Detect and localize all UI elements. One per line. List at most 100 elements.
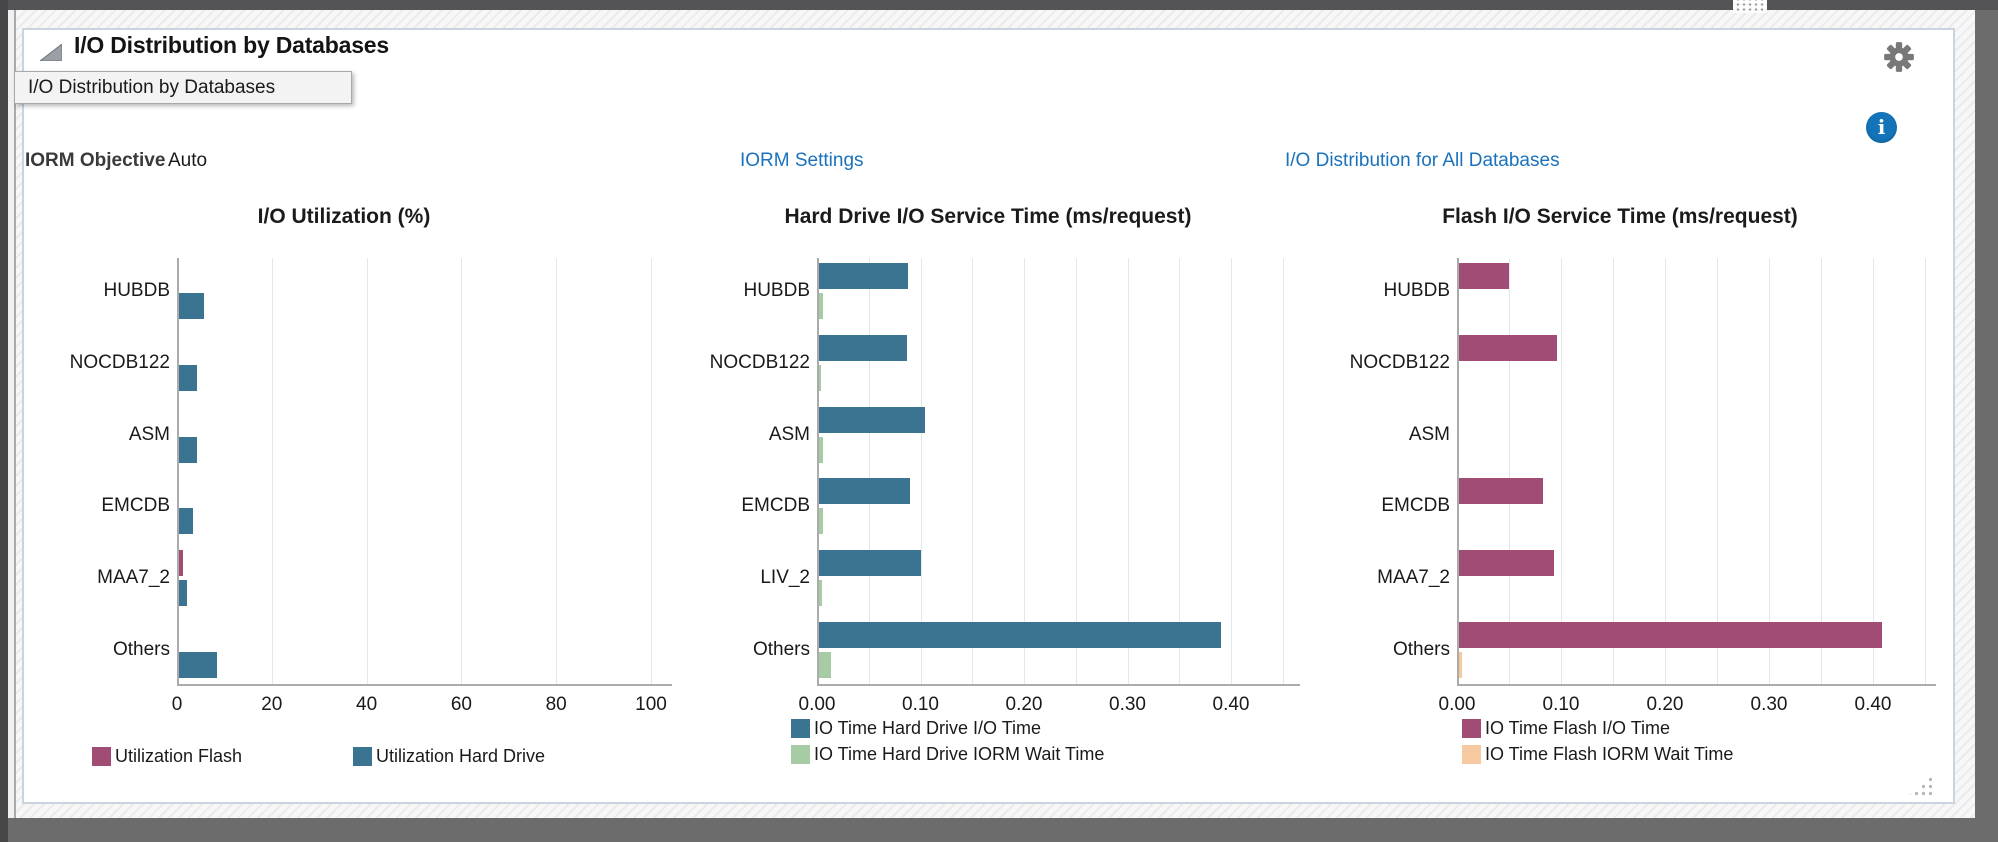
bar-hubdb-series1[interactable] xyxy=(819,263,908,289)
gridline xyxy=(366,258,368,685)
bar-maa7_2-series1[interactable] xyxy=(179,550,184,577)
bar-emcdb-series2[interactable] xyxy=(819,508,824,535)
x-tick-label: 0.10 xyxy=(1542,694,1580,715)
gridline xyxy=(1925,258,1926,685)
x-tick-label: 0.30 xyxy=(1750,694,1788,715)
legend-swatch xyxy=(353,747,372,766)
category-label: LIV_2 xyxy=(760,567,810,589)
iorm-objective-label: IORM Objective xyxy=(25,150,166,171)
category-label: MAA7_2 xyxy=(97,567,170,589)
gridline xyxy=(1561,258,1562,685)
category-label: MAA7_2 xyxy=(1377,567,1450,589)
gridline xyxy=(1873,258,1874,685)
legend-swatch xyxy=(791,745,810,764)
legend-swatch xyxy=(1462,719,1481,738)
legend-swatch xyxy=(92,747,111,766)
legend-label: Utilization Hard Drive xyxy=(376,746,546,766)
x-tick-label: 40 xyxy=(356,694,378,715)
category-label: NOCDB122 xyxy=(709,351,810,373)
x-tick-label: 0.30 xyxy=(1109,694,1146,715)
category-label: EMCDB xyxy=(741,495,810,517)
io-distribution-panel xyxy=(22,28,1955,804)
iorm-objective-value: Auto xyxy=(168,150,208,171)
category-label: Others xyxy=(112,639,170,660)
x-tick-label: 0.20 xyxy=(1646,694,1684,715)
bar-nocdb122-series2[interactable] xyxy=(179,364,197,391)
gridline xyxy=(271,258,273,685)
gear-icon[interactable] xyxy=(1882,40,1916,74)
gridline xyxy=(920,258,922,685)
bar-liv_2-series1[interactable] xyxy=(819,550,922,577)
bar-hubdb-series2[interactable] xyxy=(179,293,204,319)
y-axis-line xyxy=(817,258,819,685)
gridline xyxy=(1127,258,1129,685)
category-label: ASM xyxy=(128,423,170,445)
io-distribution-all-databases-link[interactable]: I/O Distribution for All Databases xyxy=(1285,150,1560,171)
bar-emcdb-series2[interactable] xyxy=(179,508,194,535)
scrollbar-grip-icon[interactable] xyxy=(1733,0,1767,13)
bar-maa7_2-series2[interactable] xyxy=(179,580,187,607)
x-tick-label: 0.40 xyxy=(1854,694,1892,715)
gridline xyxy=(1231,258,1232,685)
window-top-frame xyxy=(0,0,1998,10)
left-scrollbar-gutter[interactable] xyxy=(8,10,16,818)
bar-asm-series2[interactable] xyxy=(819,436,824,463)
gridline xyxy=(651,258,652,685)
category-label: HUBDB xyxy=(1383,280,1450,301)
bar-emcdb-series1[interactable] xyxy=(1459,478,1544,505)
x-tick-label: 0.00 xyxy=(798,694,836,715)
x-tick-label: 0 xyxy=(171,694,183,715)
iorm-settings-link[interactable]: IORM Settings xyxy=(740,150,864,171)
bar-emcdb-series1[interactable] xyxy=(819,478,911,505)
y-axis-line xyxy=(177,258,179,685)
chart-title-io-utilization: I/O Utilization (%) xyxy=(257,205,431,228)
category-label: EMCDB xyxy=(101,495,170,517)
gridline xyxy=(1024,258,1025,685)
category-label: HUBDB xyxy=(103,280,170,301)
collapse-triangle-icon[interactable] xyxy=(40,44,62,61)
category-label: EMCDB xyxy=(1381,495,1450,517)
category-label: HUBDB xyxy=(743,280,810,301)
bar-hubdb-series2[interactable] xyxy=(819,293,824,319)
gridline xyxy=(1821,258,1822,685)
gridline xyxy=(1613,258,1614,685)
legend-label: IO Time Flash IORM Wait Time xyxy=(1485,744,1734,764)
bar-hubdb-series1[interactable] xyxy=(1459,263,1509,289)
gridline xyxy=(1769,258,1770,685)
x-tick-label: 0.40 xyxy=(1212,694,1250,715)
gridline xyxy=(1665,258,1666,685)
bar-others-series1[interactable] xyxy=(1459,622,1883,648)
legend-label: IO Time Flash I/O Time xyxy=(1485,718,1671,738)
chart-title-flash-service-time: Flash I/O Service Time (ms/request) xyxy=(1442,205,1798,228)
bar-nocdb122-series1[interactable] xyxy=(1459,334,1557,361)
x-axis-line xyxy=(817,684,1300,686)
bar-nocdb122-series2[interactable] xyxy=(819,364,821,391)
window-left-frame xyxy=(0,0,8,842)
bar-others-series2[interactable] xyxy=(179,652,217,678)
category-label: ASM xyxy=(1408,423,1450,445)
bar-asm-series2[interactable] xyxy=(179,436,197,463)
bar-others-series1[interactable] xyxy=(819,622,1221,648)
category-label: NOCDB122 xyxy=(1349,351,1450,373)
x-tick-label: 0.10 xyxy=(902,694,939,715)
info-icon[interactable]: i xyxy=(1866,112,1897,143)
gridline xyxy=(1717,258,1718,685)
bar-asm-series1[interactable] xyxy=(819,406,925,433)
x-tick-label: 100 xyxy=(635,694,667,715)
x-tick-label: 80 xyxy=(545,694,567,715)
bar-liv_2-series2[interactable] xyxy=(819,580,823,607)
y-axis-line xyxy=(1457,258,1459,685)
gridline xyxy=(868,258,870,685)
x-tick-label: 20 xyxy=(261,694,283,715)
bar-maa7_2-series1[interactable] xyxy=(1459,550,1554,577)
gridline xyxy=(1282,258,1284,685)
category-label: Others xyxy=(1392,639,1450,660)
legend-label: IO Time Hard Drive IORM Wait Time xyxy=(814,744,1105,764)
bar-nocdb122-series1[interactable] xyxy=(819,334,907,361)
panel-title-tooltip: I/O Distribution by Databases xyxy=(14,71,352,104)
bar-others-series2[interactable] xyxy=(819,652,832,678)
gridline xyxy=(556,258,558,685)
x-tick-label: 0.20 xyxy=(1005,694,1043,715)
gridline xyxy=(1509,258,1510,685)
bar-others-series2[interactable] xyxy=(1459,652,1463,678)
